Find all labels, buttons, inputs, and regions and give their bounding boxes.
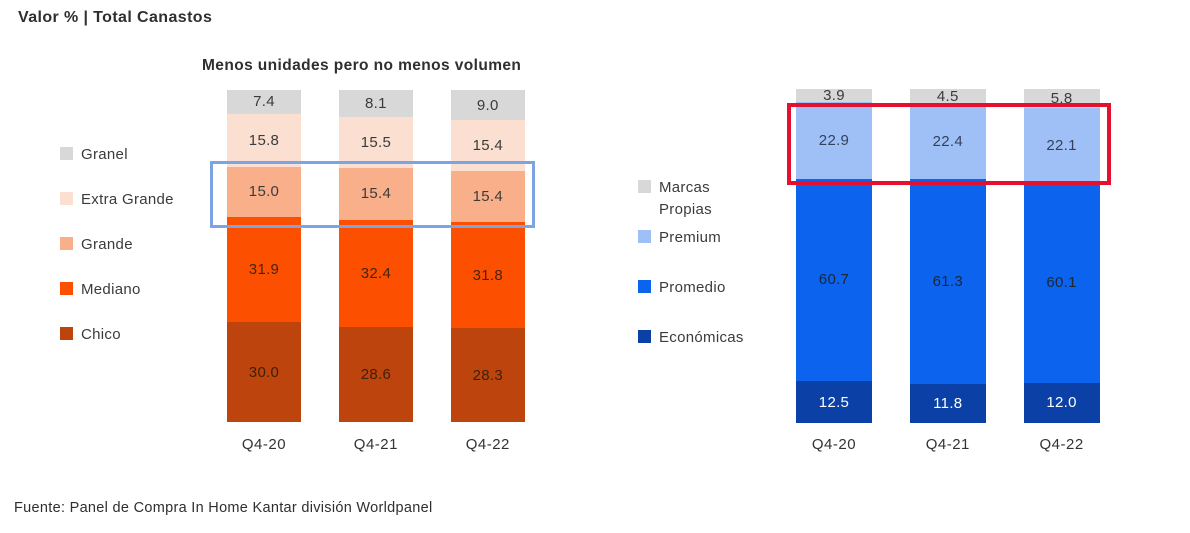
category-label: Q4-21 [925,436,970,453]
legend-swatch-icon [638,180,651,193]
bar-value-label: 31.9 [248,260,280,278]
bar-column: 9.0 15.4 15.4 31.8 28.3 [450,90,525,422]
bar-column: 7.4 15.8 15.0 31.9 30.0 [227,89,301,422]
bar-value-label: 61.3 [932,272,963,290]
bar-value-label: 15.5 [360,134,392,152]
bar-segment-chico: 30.0 [227,322,301,422]
legend-label: Promedio [659,279,726,296]
bar-segment-premium: 22.1 [1023,108,1100,183]
source-note: Fuente: Panel de Compra In Home Kantar d… [14,500,433,516]
legend-label: Económicas [659,329,744,346]
bar-segment-chico: 28.6 [338,327,413,422]
bar-segment-mediano: 31.8 [450,222,525,329]
bar-segment-premium: 22.9 [796,102,872,179]
legend-label: Chico [81,326,121,343]
bar-segment-grande: 15.4 [450,171,525,223]
legend-label: Granel [81,146,128,163]
bar-value-label: 7.4 [253,93,275,111]
legend-label: Grande [81,236,133,253]
legend-swatch-icon [60,282,73,295]
bar-segment-mediano: 32.4 [338,219,413,328]
bar-value-label: 60.7 [818,271,850,289]
bar-segment-extra-grande: 15.5 [338,116,413,169]
legend-label: Mediano [81,281,141,298]
bar-value-label: 12.0 [1046,394,1077,412]
bar-value-label: 22.9 [818,131,850,149]
legend-swatch-icon [638,230,651,243]
bar-segment-chico: 28.3 [450,328,525,422]
legend-item-económicas: Económicas [638,327,750,349]
bar-value-label: 22.1 [1046,136,1077,154]
bar-value-label: 15.4 [472,137,503,155]
legend-item-extra-grande: Extra Grande [60,189,210,211]
bar-segment-marcas-propias: 3.9 [796,87,872,105]
grande-highlight-box [210,161,535,228]
category-label: Q4-20 [811,436,857,453]
legend-item-marcas-propias: Marcas Propias [638,177,750,221]
bar-value-label: 3.9 [823,87,845,105]
bar-segment-extra-grande: 15.8 [227,114,301,167]
bar-segment-promedio: 60.7 [796,178,872,382]
legend-swatch-icon [60,147,73,160]
category-label: Q4-22 [465,436,510,453]
legend-item-grande: Grande [60,234,210,256]
legend-swatch-icon [60,192,73,205]
bar-value-label: 28.3 [472,366,503,384]
bar-segment-mediano: 31.9 [227,216,301,323]
bar-value-label: 32.4 [360,264,392,282]
page-title: Valor % | Total Canastos [18,9,213,26]
bar-value-label: 30.0 [248,363,280,381]
bar-segment-promedio: 60.1 [1023,182,1100,383]
legend-label: Marcas Propias [659,179,712,218]
bar-value-label: 11.8 [933,394,963,412]
legend-label: Extra Grande [81,191,174,208]
bar-value-label: 15.4 [472,188,503,206]
legend-item-granel: Granel [60,144,210,166]
bar-value-label: 15.0 [248,183,280,201]
legend-swatch-icon [638,330,651,343]
bar-segment-grande: 15.0 [227,166,301,217]
legend-item-chico: Chico [60,324,210,346]
bar-column: 4.5 22.4 61.3 11.8 [909,88,986,423]
legend-swatch-icon [638,280,651,293]
bar-value-label: 60.1 [1046,274,1077,292]
bar-column: 5.8 22.1 60.1 12.0 [1023,89,1100,423]
bar-segment-marcas-propias: 4.5 [909,88,986,106]
legend-label: Premium [659,229,722,246]
bar-segment-granel: 8.1 [338,90,413,117]
left-chart-title: Menos unidades pero no menos volumen [202,57,522,74]
bar-segment-grande: 15.4 [338,168,413,220]
premium-highlight-box [787,103,1111,185]
legend-swatch-icon [60,237,73,250]
bar-value-label: 15.4 [360,185,392,203]
bar-value-label: 5.8 [1050,90,1073,108]
bar-segment-premium: 22.4 [909,104,986,179]
category-label: Q4-20 [241,436,287,453]
category-label: Q4-22 [1039,436,1084,453]
legend-item-premium: Premium [638,227,750,249]
bar-value-label: 4.5 [936,88,959,106]
bar-segment-granel: 7.4 [227,89,301,115]
bar-column: 8.1 15.5 15.4 32.4 28.6 [338,90,413,422]
bar-column: 3.9 22.9 60.7 12.5 [796,87,872,423]
legend-swatch-icon [60,327,73,340]
bar-segment-económicas: 12.5 [796,381,872,423]
category-label: Q4-21 [353,436,398,453]
bar-segment-económicas: 12.0 [1023,382,1100,423]
bar-value-label: 8.1 [365,94,387,112]
legend-item-mediano: Mediano [60,279,210,301]
legend-item-promedio: Promedio [638,277,750,299]
bar-segment-económicas: 11.8 [909,383,986,423]
bar-segment-promedio: 61.3 [909,178,986,384]
bar-value-label: 12.5 [818,393,850,411]
bar-value-label: 15.8 [248,131,280,149]
bar-value-label: 22.4 [932,132,963,150]
bar-value-label: 31.8 [472,266,503,284]
bar-value-label: 28.6 [360,366,392,384]
bar-value-label: 9.0 [476,96,499,114]
bar-segment-granel: 9.0 [450,90,525,121]
